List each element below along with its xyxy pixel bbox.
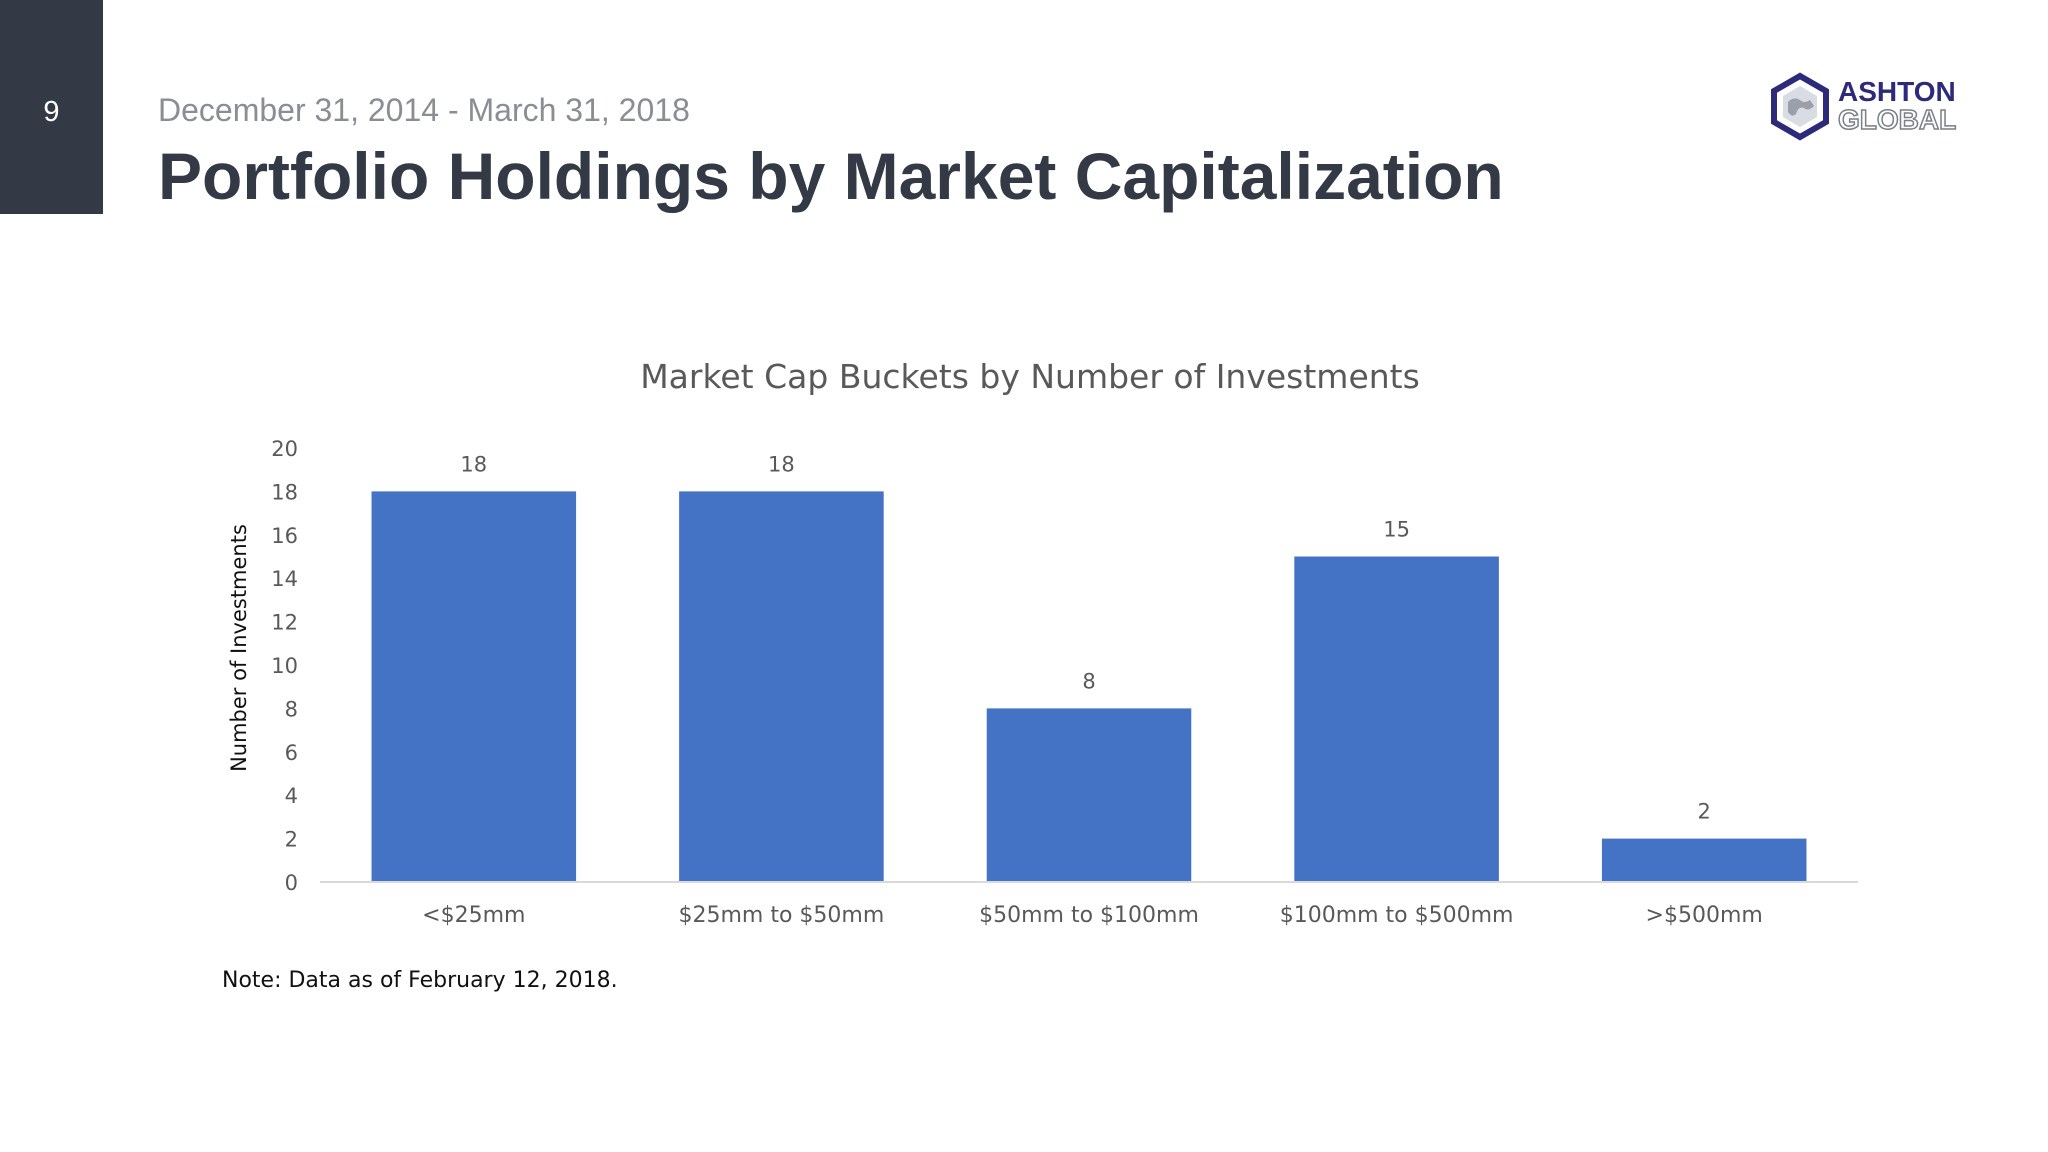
- y-tick-label: 14: [271, 567, 298, 591]
- bar-2: [986, 708, 1192, 882]
- y-tick-label: 12: [271, 611, 298, 635]
- x-tick-label-1: $25mm to $50mm: [679, 903, 885, 928]
- logo-text-line2: GLOBAL: [1837, 103, 1957, 136]
- x-tick-label-3: $100mm to $500mm: [1280, 903, 1514, 928]
- y-tick-label: 16: [271, 524, 298, 548]
- x-tick-label-4: >$500mm: [1646, 903, 1763, 928]
- y-tick-label: 2: [285, 828, 298, 852]
- y-axis-label: Number of Investments: [227, 524, 251, 772]
- page-title: Portfolio Holdings by Market Capitalizat…: [158, 139, 1504, 213]
- date-range: December 31, 2014 - March 31, 2018: [158, 92, 690, 128]
- x-tick-label-0: <$25mm: [422, 903, 525, 928]
- y-tick-label: 20: [271, 437, 298, 461]
- chart-title: Market Cap Buckets by Number of Investme…: [640, 357, 1420, 396]
- y-tick-label: 4: [285, 784, 298, 808]
- x-tick-label-2: $50mm to $100mm: [979, 903, 1199, 928]
- y-tick-label: 18: [271, 480, 298, 504]
- data-label-3: 15: [1383, 518, 1410, 542]
- bar-1: [679, 491, 884, 882]
- data-note: Note: Data as of February 12, 2018.: [222, 968, 618, 993]
- logo-text-line1: ASHTON: [1838, 76, 1956, 107]
- data-label-2: 8: [1082, 669, 1095, 693]
- company-logo: ASHTON GLOBAL: [1770, 72, 1970, 142]
- data-label-4: 2: [1698, 800, 1711, 824]
- y-tick-label: 10: [271, 654, 298, 678]
- page-number: 9: [43, 96, 60, 128]
- hexagon-globe-icon: [1771, 72, 1829, 141]
- y-tick-label: 6: [285, 741, 298, 765]
- y-tick-label: 8: [285, 697, 298, 721]
- data-label-0: 18: [460, 452, 487, 476]
- bar-4: [1601, 838, 1807, 882]
- y-tick-label: 0: [285, 871, 298, 895]
- page-number-tab: [0, 0, 103, 214]
- data-label-1: 18: [768, 452, 795, 476]
- bar-0: [371, 491, 577, 882]
- bar-3: [1294, 556, 1499, 882]
